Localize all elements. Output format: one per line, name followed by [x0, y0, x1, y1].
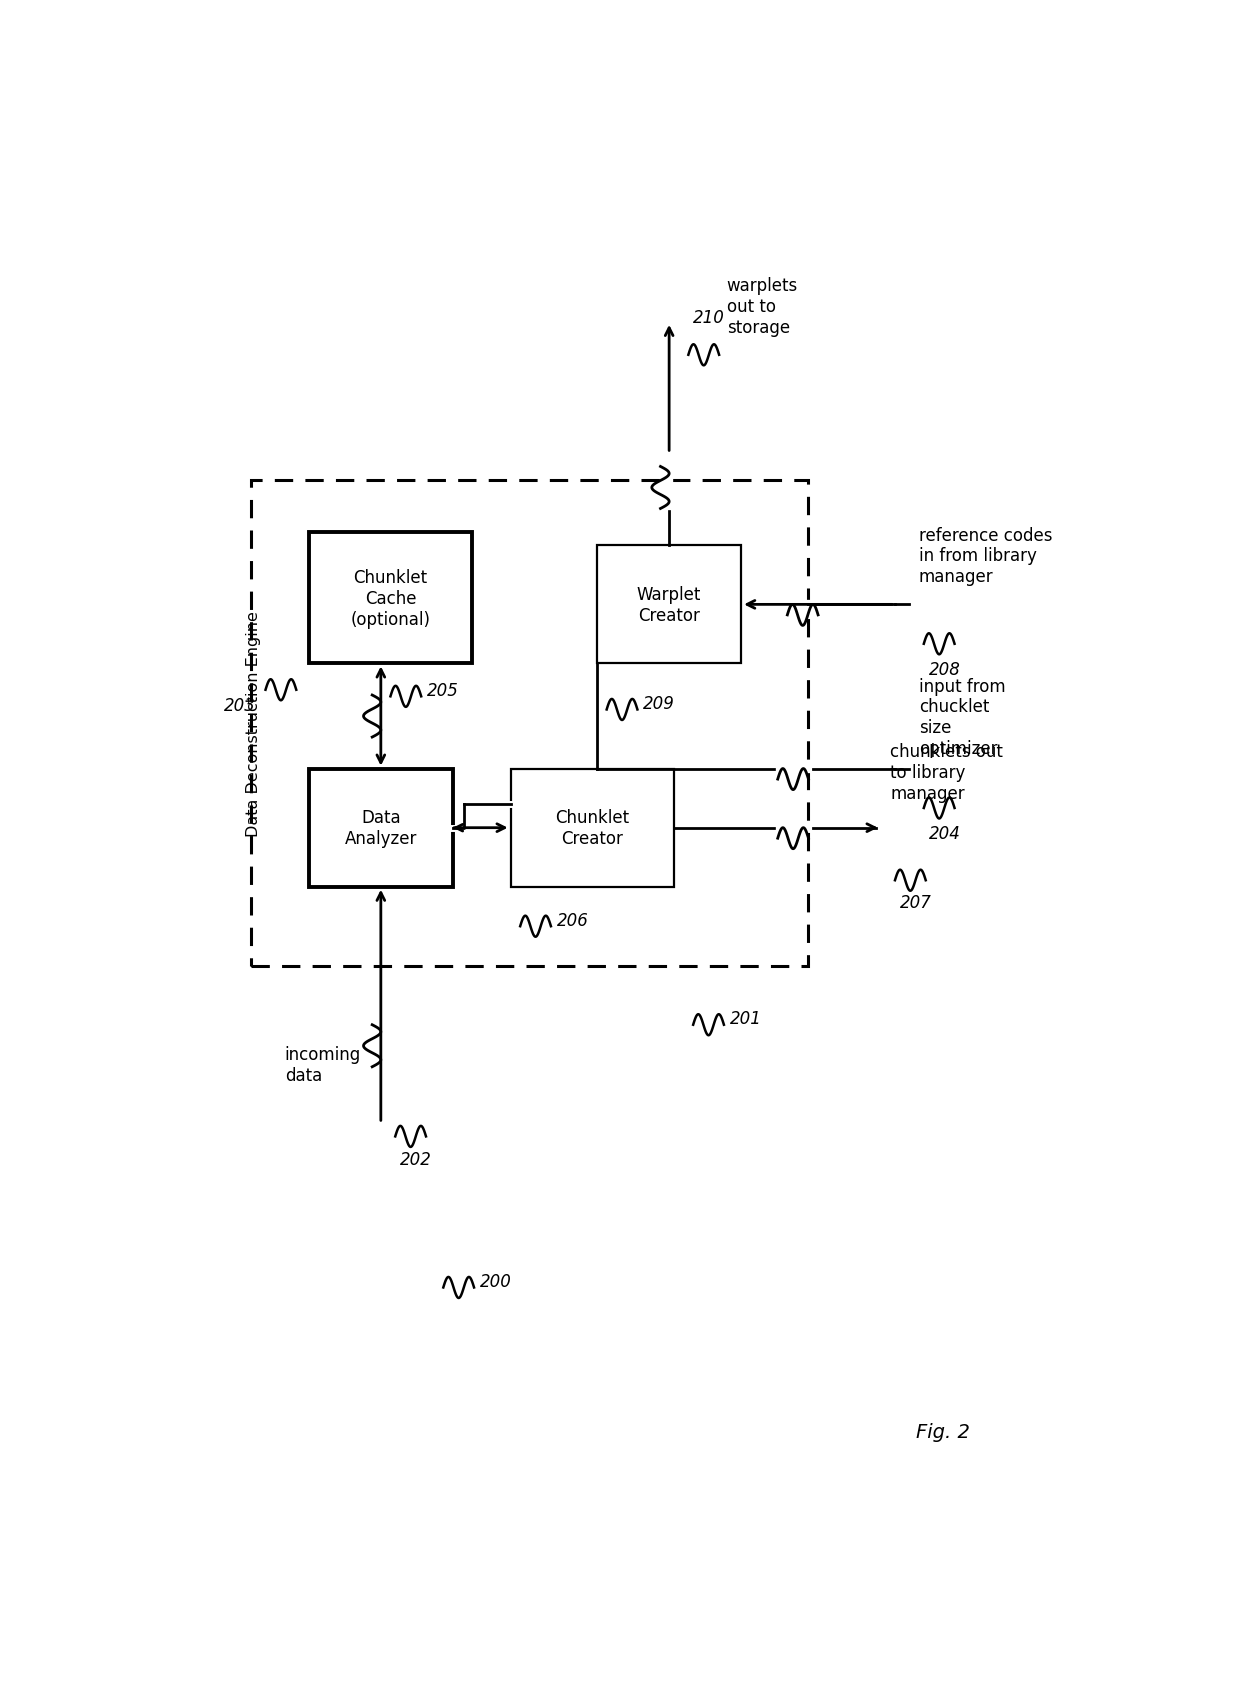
Text: 200: 200: [480, 1272, 512, 1291]
Text: Data Deconstruction Engine: Data Deconstruction Engine: [246, 610, 260, 835]
Text: reference codes
in from library
manager: reference codes in from library manager: [919, 527, 1053, 587]
Text: warplets
out to
storage: warplets out to storage: [727, 276, 799, 336]
Text: chunklets out
to library
manager: chunklets out to library manager: [890, 743, 1003, 803]
Text: 207: 207: [900, 893, 931, 912]
Bar: [250, 481, 808, 967]
Text: 201: 201: [729, 1009, 761, 1028]
Text: 205: 205: [427, 682, 459, 699]
Bar: [596, 546, 742, 663]
Text: input from
chucklet
size
optimizer: input from chucklet size optimizer: [919, 677, 1006, 757]
Text: incoming
data: incoming data: [285, 1045, 361, 1084]
Text: 202: 202: [401, 1149, 432, 1168]
Text: Data
Analyzer: Data Analyzer: [345, 808, 417, 847]
Text: Chunklet
Cache
(optional): Chunklet Cache (optional): [351, 569, 430, 627]
Text: 203: 203: [224, 697, 255, 714]
Bar: [511, 769, 675, 887]
Text: Fig. 2: Fig. 2: [916, 1422, 970, 1442]
Text: 209: 209: [644, 694, 675, 713]
Text: 210: 210: [693, 309, 725, 327]
Text: 206: 206: [557, 910, 589, 929]
Text: Warplet
Creator: Warplet Creator: [637, 585, 702, 624]
Bar: [309, 532, 472, 663]
Bar: [309, 769, 453, 887]
Text: 204: 204: [929, 824, 961, 842]
Text: Chunklet
Creator: Chunklet Creator: [556, 808, 630, 847]
Text: 208: 208: [929, 660, 961, 679]
